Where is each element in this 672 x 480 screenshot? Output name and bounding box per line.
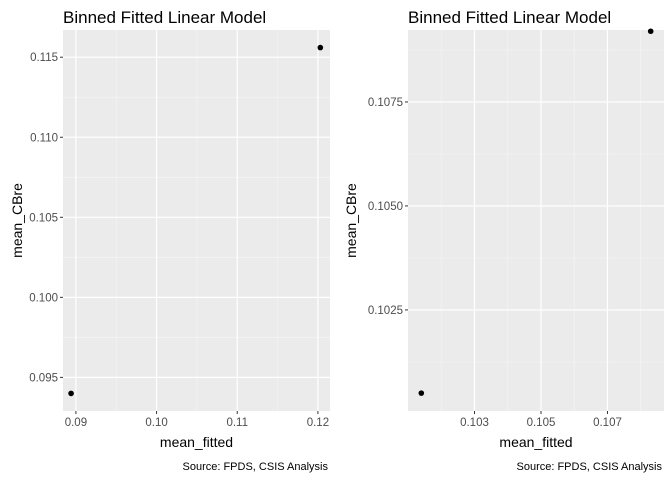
y-axis-title: mean_CBre bbox=[343, 183, 359, 258]
y-tick-label: 0.105 bbox=[29, 212, 58, 224]
plot-panel-background bbox=[408, 30, 664, 411]
x-tick-label: 0.103 bbox=[460, 417, 489, 429]
x-tick-label: 0.10 bbox=[145, 417, 167, 429]
y-tick-label: 0.110 bbox=[30, 132, 58, 144]
chart-title: Binned Fitted Linear Model bbox=[408, 8, 611, 27]
chart-title: Binned Fitted Linear Model bbox=[63, 8, 266, 27]
plot-panel-background bbox=[63, 30, 330, 411]
x-tick-label: 0.107 bbox=[593, 417, 622, 429]
x-tick-label: 0.09 bbox=[65, 417, 87, 429]
x-tick-label: 0.11 bbox=[226, 417, 248, 429]
y-tick-label: 0.1075 bbox=[368, 97, 403, 109]
y-tick-label: 0.095 bbox=[29, 372, 58, 384]
chart-panel-1: 0.09 0.10 0.11 0.12 0.095 0.100 0.105 0.110 0.11… bbox=[9, 8, 330, 473]
x-axis-title: mean_fitted bbox=[499, 434, 572, 450]
y-tick-label: 0.1050 bbox=[368, 201, 403, 213]
data-point bbox=[317, 44, 324, 51]
y-tick-label: 0.115 bbox=[30, 52, 58, 64]
x-axis-title: mean_fitted bbox=[160, 434, 233, 450]
data-point bbox=[68, 390, 74, 397]
x-tick-label: 0.105 bbox=[527, 417, 556, 429]
chart-caption: Source: FPDS, CSIS Analysis bbox=[183, 461, 329, 473]
chart-caption: Source: FPDS, CSIS Analysis bbox=[517, 461, 663, 473]
chart-panel-2: 0.103 0.105 0.107 0.1025 0.1050 0.1075 Binned … bbox=[343, 8, 664, 473]
x-tick-label: 0.12 bbox=[307, 417, 329, 429]
data-point bbox=[647, 28, 654, 35]
y-axis-title: mean_CBre bbox=[9, 183, 25, 258]
y-tick-label: 0.1025 bbox=[368, 305, 403, 317]
y-tick-label: 0.100 bbox=[29, 292, 58, 304]
data-point bbox=[418, 390, 425, 396]
